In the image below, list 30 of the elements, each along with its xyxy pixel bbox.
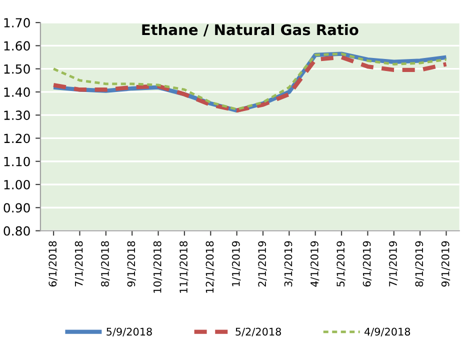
y-tick-label: 0.80	[4, 226, 30, 236]
y-tick-label: 1.60	[4, 41, 30, 51]
x-tick-label: 4/1/2019	[310, 241, 320, 287]
x-tick-label: 12/1/2018	[206, 241, 214, 293]
y-tick-label: 1.40	[4, 87, 30, 97]
x-tick-label: 10/1/2018	[153, 241, 162, 293]
x-tick-label: 7/1/2019	[389, 241, 398, 286]
y-tick-label: 1.30	[4, 110, 30, 120]
x-tick-label: 11/1/2018	[180, 241, 188, 293]
legend-label: 5/2/2018	[236, 328, 281, 336]
legend-label: 4/9/2018	[364, 328, 410, 336]
x-tick-label: 9/1/2018	[127, 241, 136, 287]
y-tick-label: 0.90	[4, 203, 30, 213]
y-tick-label: 1.20	[4, 134, 30, 144]
x-tick-label: 8/1/2019	[415, 241, 424, 287]
y-tick-label: 1.70	[4, 18, 30, 28]
y-tick-label: 1.00	[4, 180, 30, 190]
x-tick-label: 1/1/2019	[232, 241, 241, 286]
x-tick-label: 7/1/2018	[74, 241, 84, 286]
x-tick-label: 3/1/2019	[284, 241, 294, 286]
x-tick-label: 8/1/2018	[101, 241, 110, 287]
y-tick-label: 1.50	[4, 64, 30, 74]
x-tick-label: 6/1/2018	[48, 241, 58, 287]
x-tick-label: 6/1/2019	[362, 241, 372, 287]
x-tick-label: 2/1/2019	[258, 241, 267, 286]
x-tick-label: 9/1/2019	[441, 241, 450, 287]
chart-title: Ethane / Natural Gas Ratio	[142, 24, 358, 36]
y-tick-label: 1.10	[4, 156, 30, 166]
x-tick-label: 5/1/2019	[336, 241, 346, 286]
legend-label: 5/9/2018	[106, 328, 152, 336]
